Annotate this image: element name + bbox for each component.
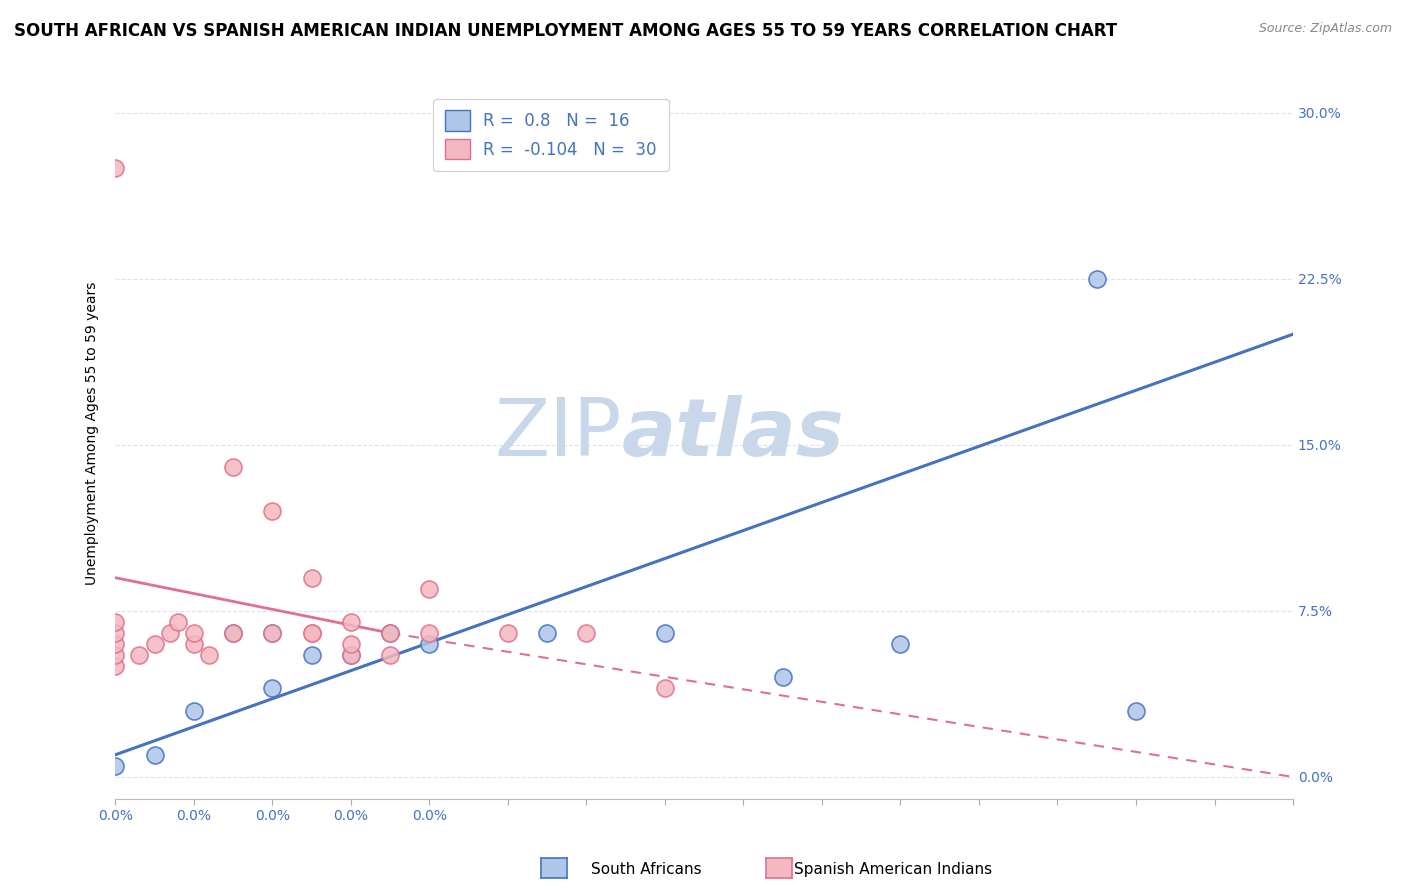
Point	[183, 637, 205, 651]
Text: Source: ZipAtlas.com: Source: ZipAtlas.com	[1258, 22, 1392, 36]
Point	[340, 637, 363, 651]
Point	[143, 747, 166, 762]
Point	[222, 626, 245, 640]
Legend: R =  0.8   N =  16, R =  -0.104   N =  30: R = 0.8 N = 16, R = -0.104 N = 30	[433, 99, 669, 171]
Point	[128, 648, 150, 662]
Point	[143, 637, 166, 651]
Point	[167, 615, 190, 629]
Point	[378, 626, 401, 640]
Point	[301, 626, 323, 640]
Point	[301, 648, 323, 662]
Point	[301, 571, 323, 585]
Point	[183, 704, 205, 718]
Text: Spanish American Indians: Spanish American Indians	[794, 863, 993, 877]
Point	[575, 626, 598, 640]
Point	[104, 637, 127, 651]
Point	[536, 626, 558, 640]
Point	[418, 582, 440, 596]
Point	[183, 626, 205, 640]
Point	[1125, 704, 1147, 718]
Point	[222, 626, 245, 640]
Point	[262, 626, 284, 640]
Point	[889, 637, 911, 651]
Point	[772, 670, 794, 684]
Point	[104, 648, 127, 662]
Text: SOUTH AFRICAN VS SPANISH AMERICAN INDIAN UNEMPLOYMENT AMONG AGES 55 TO 59 YEARS : SOUTH AFRICAN VS SPANISH AMERICAN INDIAN…	[14, 22, 1118, 40]
Point	[262, 504, 284, 518]
Point	[198, 648, 221, 662]
Text: ZIP: ZIP	[495, 395, 621, 473]
Point	[340, 615, 363, 629]
Point	[159, 626, 181, 640]
Point	[262, 626, 284, 640]
Point	[222, 460, 245, 475]
Point	[654, 626, 676, 640]
Point	[104, 759, 127, 773]
Point	[104, 659, 127, 673]
Point	[1085, 272, 1108, 286]
Y-axis label: Unemployment Among Ages 55 to 59 years: Unemployment Among Ages 55 to 59 years	[86, 282, 100, 585]
Point	[104, 161, 127, 175]
Point	[654, 681, 676, 696]
Point	[104, 615, 127, 629]
Text: South Africans: South Africans	[591, 863, 702, 877]
Point	[340, 648, 363, 662]
Text: atlas: atlas	[621, 395, 845, 473]
Point	[418, 626, 440, 640]
Point	[262, 681, 284, 696]
Point	[340, 648, 363, 662]
Point	[378, 648, 401, 662]
Point	[378, 626, 401, 640]
Point	[496, 626, 519, 640]
Point	[418, 637, 440, 651]
Point	[301, 626, 323, 640]
Point	[104, 626, 127, 640]
